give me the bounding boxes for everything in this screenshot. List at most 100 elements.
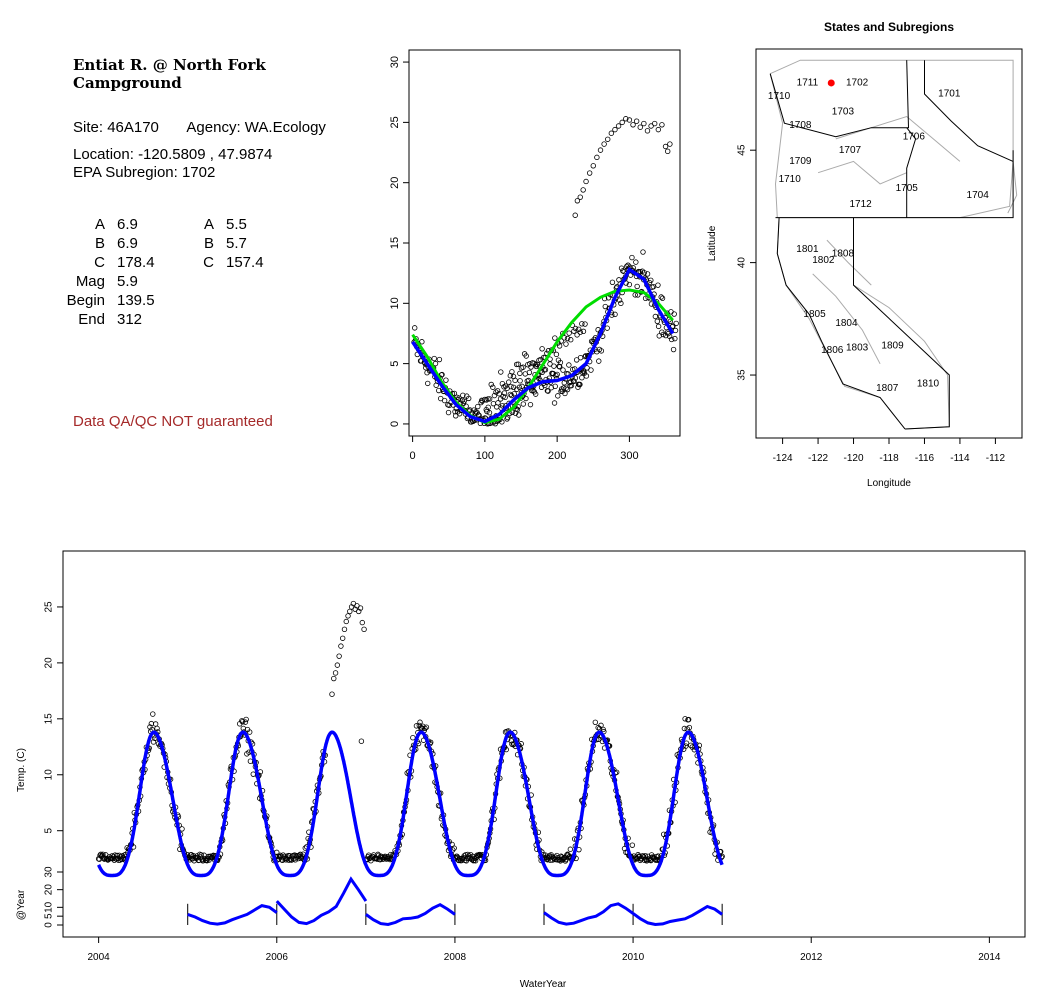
anomaly-point bbox=[343, 618, 349, 625]
data-point bbox=[660, 331, 666, 338]
anomaly-point bbox=[334, 662, 341, 668]
region-label: 1801 bbox=[796, 244, 819, 255]
region-outline bbox=[1007, 161, 1018, 214]
region-label: 1708 bbox=[789, 120, 812, 131]
anomaly-point bbox=[347, 608, 353, 615]
data-point bbox=[461, 398, 467, 404]
tick-label: 10 bbox=[44, 769, 55, 781]
data-point bbox=[516, 412, 522, 418]
data-point bbox=[648, 301, 655, 307]
param-value: 5.7 bbox=[226, 235, 247, 252]
tick-label: 25 bbox=[44, 601, 55, 613]
data-point bbox=[465, 395, 472, 402]
anomaly-point bbox=[336, 653, 342, 659]
data-point bbox=[496, 390, 502, 397]
data-point bbox=[580, 328, 587, 335]
data-point bbox=[504, 385, 510, 391]
tick-label: 100 bbox=[476, 450, 494, 462]
tick-label: 5 bbox=[389, 361, 401, 367]
region-label: 1703 bbox=[832, 107, 855, 118]
data-point bbox=[552, 383, 558, 390]
region-label: 1802 bbox=[812, 255, 835, 266]
data-point bbox=[582, 321, 588, 327]
data-point bbox=[507, 391, 514, 398]
anomaly-point bbox=[345, 613, 351, 619]
anomaly-point bbox=[659, 122, 665, 128]
data-point bbox=[247, 758, 254, 764]
data-point bbox=[626, 281, 633, 288]
data-point bbox=[568, 337, 574, 343]
param-key: A bbox=[203, 216, 214, 233]
data-point bbox=[641, 270, 648, 276]
y-axis-label: Temp. (C) bbox=[16, 748, 27, 792]
data-point bbox=[571, 378, 577, 385]
params-right: A 5.5 B 5.7 C 157.4 bbox=[190, 215, 264, 272]
tick-label: 20 bbox=[44, 884, 55, 896]
param-row: Begin 139.5 bbox=[58, 291, 155, 310]
data-point bbox=[556, 343, 563, 349]
param-value: 5.9 bbox=[117, 273, 138, 290]
data-point bbox=[634, 283, 640, 290]
data-point bbox=[670, 323, 676, 329]
data-point bbox=[475, 403, 481, 410]
annual-curve bbox=[543, 902, 634, 926]
data-point bbox=[431, 355, 437, 362]
region-label: 1702 bbox=[846, 77, 869, 88]
blue-fit-line bbox=[411, 266, 675, 424]
tick-label: 2006 bbox=[266, 952, 289, 963]
tick-label: 0 bbox=[44, 922, 55, 928]
anomaly-point bbox=[357, 605, 364, 611]
annual-curve bbox=[365, 903, 456, 927]
anomaly-point bbox=[626, 117, 633, 123]
tick-label: 5 bbox=[44, 913, 55, 919]
data-point bbox=[179, 826, 185, 832]
site-id: 46A170 bbox=[107, 119, 159, 136]
data-point bbox=[563, 385, 569, 391]
tick-label: 40 bbox=[737, 257, 748, 269]
anomaly-point bbox=[608, 130, 615, 136]
data-point bbox=[495, 400, 501, 406]
location-line: Location: -120.5809 , 47.9874 bbox=[73, 146, 273, 163]
tick-label: 2004 bbox=[88, 952, 111, 963]
data-point bbox=[512, 377, 518, 384]
data-point bbox=[609, 279, 616, 285]
tick-label: 15 bbox=[44, 713, 55, 725]
tick-label: 0 bbox=[389, 421, 401, 427]
anomaly-point bbox=[619, 119, 625, 126]
data-point bbox=[655, 323, 662, 330]
data-point bbox=[644, 271, 651, 277]
data-point bbox=[616, 297, 623, 303]
data-point bbox=[478, 399, 484, 406]
tick-label: -114 bbox=[950, 453, 970, 464]
param-key: End bbox=[78, 311, 105, 328]
region-outline bbox=[812, 273, 881, 365]
data-point bbox=[486, 410, 493, 416]
anomaly-point bbox=[605, 136, 611, 142]
param-value: 157.4 bbox=[226, 254, 264, 271]
data-point bbox=[668, 336, 675, 343]
data-point bbox=[618, 265, 625, 271]
data-point bbox=[542, 366, 549, 373]
data-point bbox=[537, 356, 544, 363]
data-point bbox=[592, 719, 599, 725]
anomaly-point bbox=[339, 635, 346, 641]
param-row: End 312 bbox=[58, 310, 155, 329]
tick-label: 30 bbox=[44, 866, 55, 878]
param-row: C 178.4 bbox=[58, 253, 154, 272]
data-point bbox=[526, 369, 533, 376]
data-point bbox=[629, 842, 636, 848]
data-point bbox=[574, 332, 580, 338]
state-line bbox=[924, 60, 1014, 162]
anomaly-point bbox=[641, 120, 647, 127]
data-point bbox=[568, 382, 575, 389]
data-point bbox=[551, 363, 557, 369]
anomaly-point bbox=[665, 148, 671, 155]
data-point bbox=[685, 716, 692, 723]
data-point bbox=[561, 335, 568, 341]
data-point bbox=[508, 738, 514, 744]
param-value: 139.5 bbox=[117, 292, 155, 309]
data-point bbox=[532, 391, 539, 397]
data-point bbox=[488, 381, 494, 388]
data-point bbox=[579, 375, 585, 381]
data-point bbox=[494, 388, 501, 394]
